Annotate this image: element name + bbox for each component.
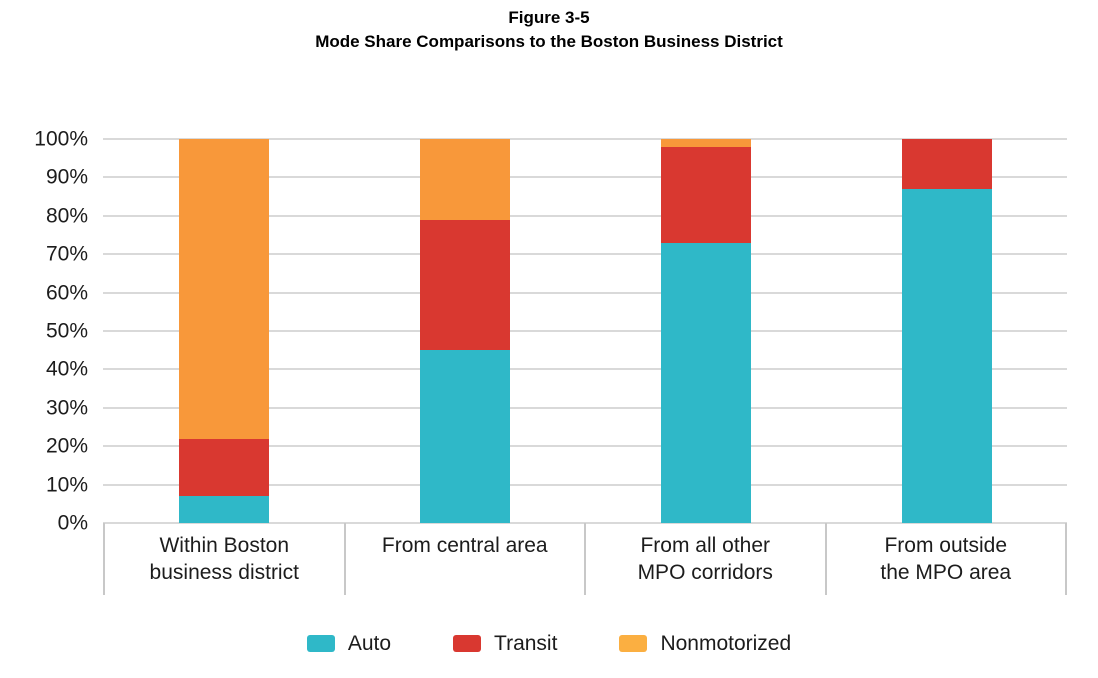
legend-label: Transit — [494, 632, 558, 655]
gridline — [103, 253, 1067, 256]
x-axis-category-labels: Within Boston business district From centr… — [103, 523, 1067, 595]
y-tick-label: 80% — [45, 204, 88, 228]
y-axis: 0% 10% 20% 30% 40% 50% 60% 70% 80% 90% 100% — [0, 129, 88, 534]
category-label-line: From outside — [884, 534, 1008, 557]
category-label-line: Within Boston — [159, 534, 290, 557]
plot-area — [103, 138, 1067, 524]
bar-segment-auto — [901, 188, 992, 523]
legend-label: Nonmotorized — [660, 632, 792, 655]
bar-segment-transit — [901, 139, 992, 189]
bar-cell — [585, 139, 826, 523]
gridline — [103, 330, 1067, 332]
bar-cell — [826, 139, 1067, 523]
y-tick-label: 60% — [45, 281, 88, 305]
gridline — [103, 176, 1067, 179]
y-tick-label: 70% — [45, 242, 88, 266]
stacked-bar — [660, 139, 751, 523]
legend-item-auto: Auto — [306, 632, 392, 655]
figure-title-block: Figure 3-5 Mode Share Comparisons to the… — [0, 6, 1098, 54]
figure-title: Mode Share Comparisons to the Boston Bus… — [315, 32, 783, 51]
bar-segment-transit — [178, 438, 269, 497]
bar-segment-transit — [660, 146, 751, 243]
category-label: From central area — [343, 523, 585, 595]
category-label: From outside the MPO area — [824, 523, 1066, 595]
gridline — [103, 368, 1067, 371]
y-tick-label: 0% — [57, 511, 88, 535]
bar-segment-nonmotorized — [178, 139, 269, 439]
legend-item-transit: Transit — [453, 633, 557, 654]
stacked-bar — [901, 139, 992, 523]
category-label-line: From all other — [640, 534, 771, 557]
bar-segment-transit — [419, 219, 510, 351]
category-label-line: From central area — [381, 534, 548, 557]
category-label: From all other MPO corridors — [584, 523, 825, 595]
gridline — [103, 214, 1067, 217]
category-label-line: business district — [149, 561, 299, 584]
gridline — [103, 445, 1067, 448]
bar-segment-nonmotorized — [660, 139, 751, 147]
gridline — [103, 406, 1067, 409]
bar-segment-nonmotorized — [419, 139, 510, 220]
legend-swatch-transit — [453, 635, 482, 652]
legend-swatch-nonmotorized — [619, 635, 648, 652]
y-tick-label: 20% — [45, 434, 88, 458]
legend-item-nonmotorized: Nonmotorized — [619, 633, 791, 654]
bars-container — [103, 139, 1067, 523]
figure-number: Figure 3-5 — [508, 8, 590, 27]
legend-swatch-auto — [306, 635, 335, 652]
stacked-bar — [178, 139, 269, 523]
y-tick-label: 90% — [45, 165, 88, 189]
y-tick-label: 50% — [45, 319, 88, 343]
gridline — [103, 291, 1067, 294]
y-tick-label: 100% — [34, 127, 88, 151]
bar-segment-auto — [419, 350, 510, 523]
legend: Auto Transit Nonmotorized — [0, 633, 1098, 654]
bar-cell — [344, 139, 585, 523]
bar-segment-auto — [660, 242, 751, 523]
bar-cell — [103, 139, 344, 523]
legend-label: Auto — [347, 632, 392, 655]
y-tick-label: 40% — [45, 357, 88, 381]
stacked-bar — [419, 139, 510, 523]
gridline — [103, 483, 1067, 486]
category-label: Within Boston business district — [103, 523, 344, 595]
bar-segment-auto — [178, 496, 269, 523]
y-tick-label: 30% — [45, 396, 88, 420]
category-label-line: MPO corridors — [637, 561, 773, 584]
gridline — [103, 138, 1067, 140]
category-label-line: the MPO area — [880, 561, 1012, 584]
y-tick-label: 10% — [45, 473, 88, 497]
